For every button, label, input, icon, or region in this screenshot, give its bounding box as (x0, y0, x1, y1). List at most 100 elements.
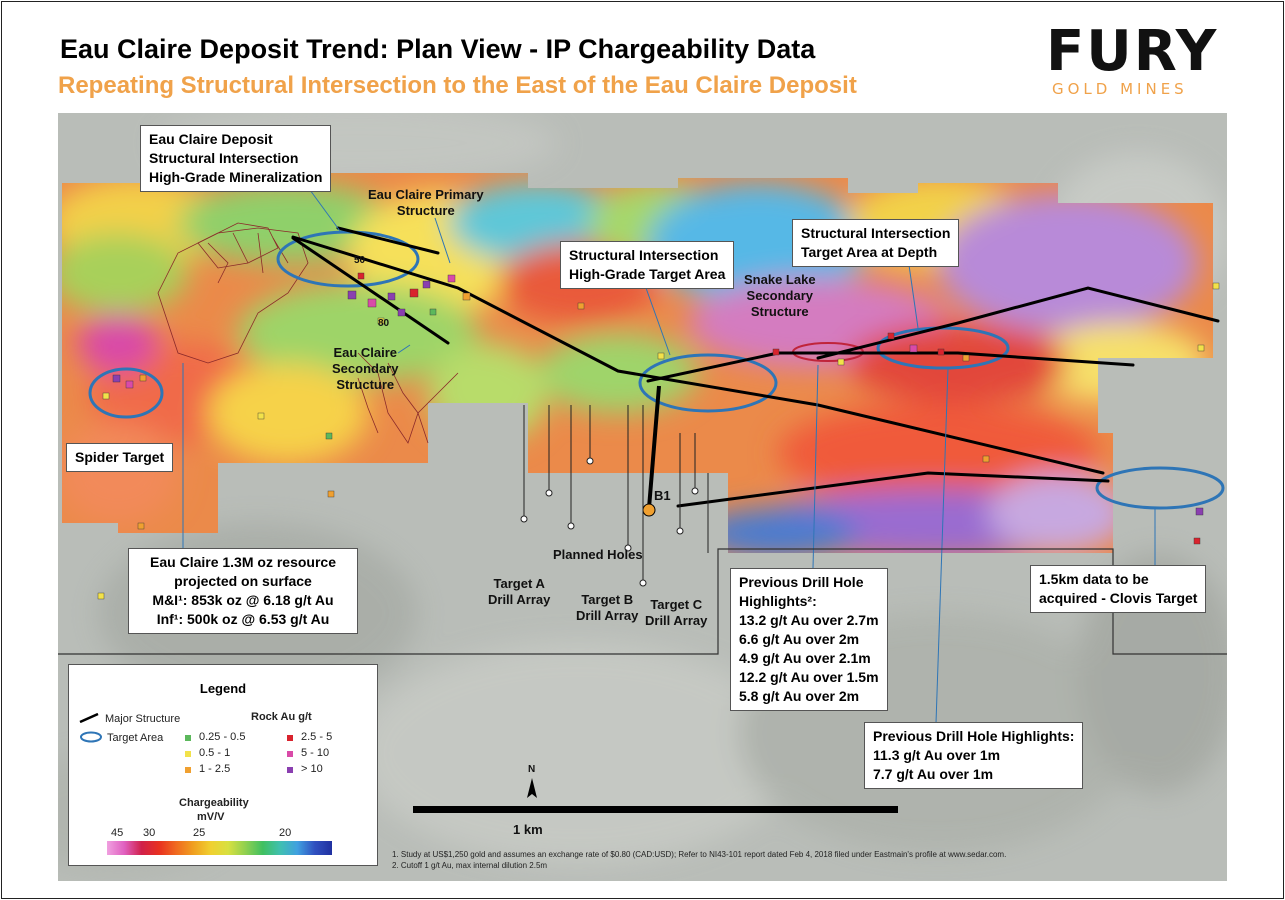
legend-charge-unit: mV/V (197, 811, 225, 823)
legend-structure-symbol (79, 713, 99, 723)
callout-clovis: 1.5km data to be acquired - Clovis Targe… (1030, 565, 1207, 613)
logo-subtitle: GOLD MINES (1052, 80, 1188, 98)
rock-10: > 10 (301, 763, 323, 775)
target-area-intersection (638, 353, 778, 413)
label-scale: 1 km (513, 822, 543, 837)
logo-word: FURY (1046, 19, 1219, 84)
callout-depth-line1: Structural Intersection (801, 225, 951, 241)
target-a-line2: Drill Array (488, 592, 551, 607)
structure-upper (336, 226, 440, 255)
callout-deposit-line3: High-Grade Mineralization (149, 169, 323, 185)
charge-tick-45: 45 (111, 827, 124, 839)
legend-target-symbol (80, 731, 102, 743)
deposit-workings (157, 222, 459, 444)
drill1-line2: Highlights²: (739, 593, 817, 609)
rock-1: 1 - 2.5 (199, 763, 231, 775)
clovis-line1: 1.5km data to be (1039, 571, 1149, 587)
page-title: Eau Claire Deposit Trend: Plan View - IP… (60, 34, 816, 64)
secondary-structure-line2: Secondary (332, 361, 399, 376)
target-area-spider (88, 367, 164, 419)
chargeability-color-ramp (107, 841, 332, 855)
target-c-line2: Drill Array (645, 613, 708, 628)
primary-structure-line2: Structure (396, 203, 455, 218)
callout-resource: Eau Claire 1.3M oz resource projected on… (128, 548, 358, 634)
swatch-025 (185, 735, 191, 741)
resource-line1: Eau Claire 1.3M oz resource (150, 554, 336, 570)
resource-line4: Inf¹: 500k oz @ 6.53 g/t Au (156, 611, 330, 627)
drill1-line4: 6.6 g/t Au over 2m (739, 631, 860, 647)
label-planned-holes: Planned Holes (553, 547, 643, 562)
drill2-line1: Previous Drill Hole Highlights: (873, 728, 1075, 744)
drill1-line7: 5.8 g/t Au over 2m (739, 688, 860, 704)
drill-collar-b1 (642, 503, 656, 517)
rock-025: 0.25 - 0.5 (199, 731, 246, 743)
legend-rock-title: Rock Au g/t (251, 711, 312, 723)
north-arrow (527, 778, 537, 798)
snake-lake-line2: Secondary (746, 288, 814, 303)
label-target-c: Target C Drill Array (645, 597, 707, 629)
callout-structural-intersection: Structural Intersection High-Grade Targe… (560, 241, 735, 289)
fury-logo: FURY GOLD MINES (1046, 22, 1230, 102)
legend-title: Legend (199, 681, 247, 696)
label-primary-structure: Eau Claire Primary Structure (368, 187, 484, 219)
major-structures (291, 226, 1220, 508)
drill-hole-b1 (647, 385, 661, 509)
label-dip-50: 50 (354, 255, 366, 266)
planned-holes (520, 405, 709, 587)
rock-05: 0.5 - 1 (199, 747, 231, 759)
structure-snake-lake (646, 351, 1135, 383)
footnote-2: 2. Cutoff 1 g/t Au, max internal dilutio… (392, 861, 548, 870)
legend-target-area: Target Area (107, 732, 164, 744)
legend-charge-title: Chargeability (179, 797, 249, 809)
charge-tick-20: 20 (279, 827, 292, 839)
legend-major-structure: Major Structure (105, 713, 181, 725)
callout-depth-line2: Target Area at Depth (801, 244, 938, 260)
label-target-b: Target B Drill Array (576, 592, 638, 624)
swatch-1 (185, 767, 191, 773)
target-b-line2: Drill Array (576, 608, 639, 623)
secondary-structure-line1: Eau Claire (333, 345, 398, 360)
label-north: N (528, 764, 536, 775)
label-target-a: Target A Drill Array (488, 576, 550, 608)
primary-structure-line1: Eau Claire Primary (368, 187, 484, 202)
swatch-25 (287, 735, 293, 741)
label-snake-lake: Snake Lake Secondary Structure (744, 272, 816, 320)
charge-tick-25: 25 (193, 827, 206, 839)
charge-tick-30: 30 (143, 827, 156, 839)
snake-lake-line1: Snake Lake (744, 272, 816, 287)
callout-spider: Spider Target (66, 443, 174, 472)
footnote-1: 1. Study at US$1,250 gold and assumes an… (392, 850, 1007, 859)
swatch-05 (185, 751, 191, 757)
callout-drill-highlights-2: Previous Drill Hole Highlights: 11.3 g/t… (864, 722, 1084, 789)
scale-bar (413, 806, 898, 813)
callout-drill-highlights-1: Previous Drill Hole Highlights²: 13.2 g/… (730, 568, 888, 711)
drill1-line3: 13.2 g/t Au over 2.7m (739, 612, 879, 628)
structure-secondary (291, 236, 450, 345)
target-a-line1: Target A (493, 576, 545, 591)
rock-samples (97, 272, 1220, 600)
resource-line2: projected on surface (174, 573, 312, 589)
label-b1: B1 (654, 488, 671, 503)
swatch-10 (287, 767, 293, 773)
snake-lake-line3: Structure (750, 304, 809, 319)
label-dip-80: 80 (378, 318, 390, 329)
drill1-line1: Previous Drill Hole (739, 574, 864, 590)
target-area-clovis (1095, 466, 1225, 510)
callout-intersection-line2: High-Grade Target Area (569, 266, 726, 282)
rock-5: 5 - 10 (301, 747, 330, 759)
drill2-line2: 11.3 g/t Au over 1m (873, 747, 1001, 763)
callout-depth: Structural Intersection Target Area at D… (792, 219, 960, 267)
leader-lines (182, 189, 1156, 724)
target-c-line1: Target C (650, 597, 703, 612)
callout-intersection-line1: Structural Intersection (569, 247, 719, 263)
label-secondary-structure: Eau Claire Secondary Structure (332, 345, 398, 393)
drill1-line6: 12.2 g/t Au over 1.5m (739, 669, 879, 685)
callout-deposit: Eau Claire Deposit Structural Intersecti… (140, 125, 332, 192)
structure-south (676, 471, 1110, 508)
legend-panel: Legend Major Structure Target Area Rock … (68, 664, 378, 866)
swatch-5 (287, 751, 293, 757)
callout-deposit-line2: Structural Intersection (149, 150, 299, 166)
structure-east (816, 286, 1220, 360)
page-subtitle: Repeating Structural Intersection to the… (58, 72, 857, 99)
drill1-line5: 4.9 g/t Au over 2.1m (739, 650, 871, 666)
